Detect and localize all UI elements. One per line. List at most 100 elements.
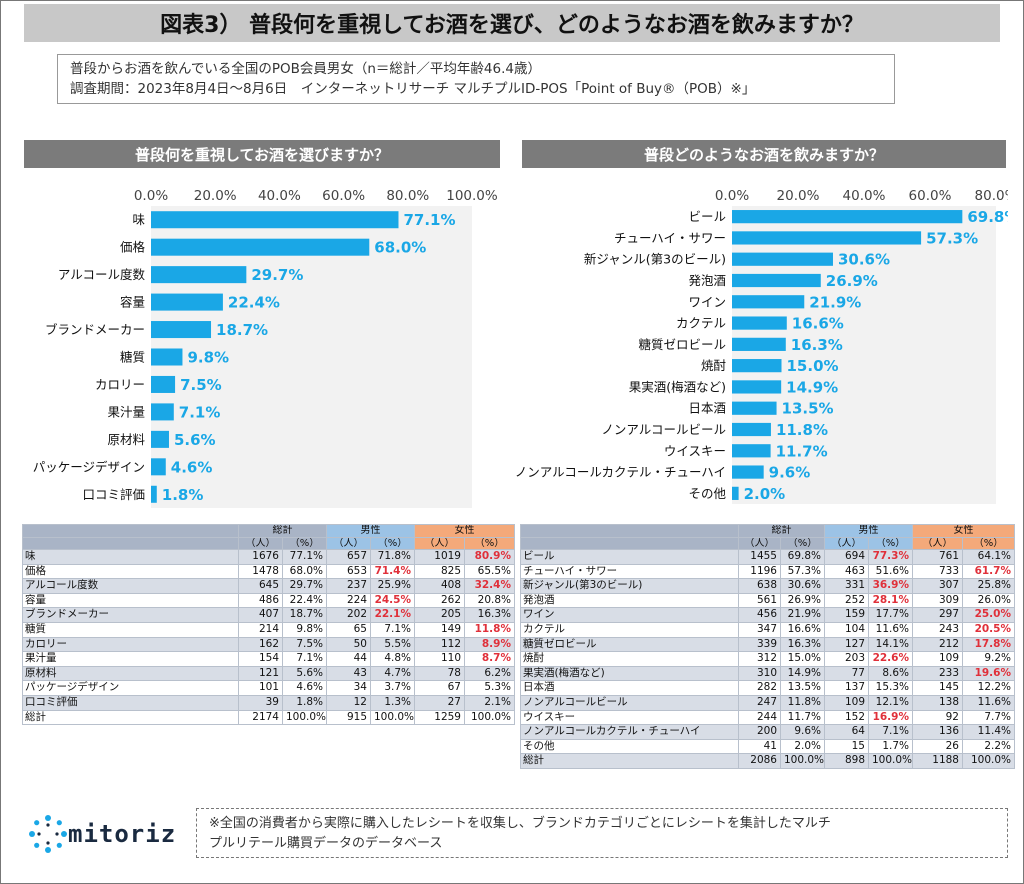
cell-f-n: 1259 bbox=[414, 709, 465, 726]
bar bbox=[151, 293, 223, 311]
cell-f-n: 297 bbox=[912, 607, 963, 623]
row-label: ノンアルコールビール bbox=[520, 694, 739, 711]
cell-f-p: 8.9% bbox=[464, 636, 515, 653]
cell-t-p: 9.6% bbox=[780, 724, 825, 740]
table-row: 糖質ゼロビール 339 16.3% 127 14.1% 212 17.8% bbox=[520, 636, 1015, 653]
cell-f-p: 100.0% bbox=[962, 753, 1015, 769]
table-row: その他 41 2.0% 15 1.7% 26 2.2% bbox=[520, 738, 1015, 755]
cell-f-n: 825 bbox=[414, 563, 465, 580]
cell-t-n: 247 bbox=[738, 694, 781, 711]
cell-t-p: 9.8% bbox=[282, 621, 327, 638]
data-label: 5.6% bbox=[174, 431, 216, 449]
cell-t-p: 69.8% bbox=[780, 549, 825, 565]
cell-m-p: 16.9% bbox=[868, 709, 913, 726]
table-row: 価格 1478 68.0% 653 71.4% 825 65.5% bbox=[22, 563, 515, 580]
cell-m-n: 109 bbox=[824, 694, 869, 711]
row-label: ビール bbox=[520, 549, 739, 565]
bar bbox=[151, 430, 169, 448]
cell-m-p: 11.6% bbox=[868, 621, 913, 638]
header-female: 女性 bbox=[912, 524, 1015, 538]
bar bbox=[151, 458, 166, 476]
cell-m-p: 17.7% bbox=[868, 607, 913, 623]
cell-m-n: 64 bbox=[824, 724, 869, 740]
cell-t-p: 4.6% bbox=[282, 680, 327, 696]
cell-f-p: 11.8% bbox=[464, 621, 515, 638]
header-blank bbox=[520, 524, 739, 538]
cell-m-p: 100.0% bbox=[868, 753, 913, 769]
cell-m-n: 237 bbox=[326, 578, 371, 594]
cell-f-p: 65.5% bbox=[464, 563, 515, 580]
cell-m-p: 4.7% bbox=[370, 665, 415, 682]
cell-t-n: 486 bbox=[238, 592, 283, 609]
cell-f-n: 243 bbox=[912, 621, 963, 638]
x-tick-label: 0.0% bbox=[715, 188, 749, 204]
category-label: 果実酒(梅酒など) bbox=[629, 379, 726, 394]
cell-f-n: 110 bbox=[414, 651, 465, 667]
subheader-percent: （%） bbox=[780, 537, 825, 550]
category-label: ノンアルコールビール bbox=[601, 422, 726, 437]
cell-m-p: 7.1% bbox=[868, 724, 913, 740]
cell-t-p: 68.0% bbox=[282, 563, 327, 580]
cell-t-n: 456 bbox=[738, 607, 781, 623]
cell-m-p: 15.3% bbox=[868, 680, 913, 696]
row-label: アルコール度数 bbox=[22, 578, 239, 594]
data-label: 14.9% bbox=[786, 378, 838, 396]
left-chart-title: 普段何を重視してお酒を選びますか？ bbox=[24, 140, 500, 168]
bar bbox=[151, 348, 183, 366]
subheader-percent: （%） bbox=[370, 537, 415, 550]
cell-m-p: 5.5% bbox=[370, 636, 415, 653]
cell-m-n: 104 bbox=[824, 621, 869, 638]
category-label: 糖質 bbox=[120, 350, 145, 365]
cell-t-p: 14.9% bbox=[780, 665, 825, 682]
logo-wordmark: mitoriz bbox=[68, 820, 177, 848]
cell-m-n: 224 bbox=[326, 592, 371, 609]
cell-t-n: 200 bbox=[738, 724, 781, 740]
row-label: ワイン bbox=[520, 607, 739, 623]
data-label: 21.9% bbox=[809, 293, 861, 311]
data-label: 30.6% bbox=[838, 251, 890, 269]
header-blank bbox=[520, 537, 739, 550]
cell-f-p: 25.8% bbox=[962, 578, 1015, 594]
row-label: 総計 bbox=[520, 753, 739, 769]
left-bar-chart: 0.0% 20.0% 40.0% 60.0% 80.0% 100.0% 味 77.1% 価格 68… bbox=[33, 188, 498, 508]
row-label: 糖質 bbox=[22, 621, 239, 638]
cell-f-p: 2.1% bbox=[464, 694, 515, 711]
data-label: 15.0% bbox=[787, 357, 839, 375]
cell-t-n: 645 bbox=[238, 578, 283, 594]
cell-m-n: 12 bbox=[326, 694, 371, 711]
cell-m-n: 77 bbox=[824, 665, 869, 682]
table-row: 日本酒 282 13.5% 137 15.3% 145 12.2% bbox=[520, 680, 1015, 696]
cell-f-n: 1188 bbox=[912, 753, 963, 769]
cell-f-p: 7.7% bbox=[962, 709, 1015, 726]
subheader-people: （人） bbox=[738, 537, 781, 550]
cell-m-n: 694 bbox=[824, 549, 869, 565]
table-row: 総計 2086 100.0% 898 100.0% 1188 100.0% bbox=[520, 753, 1015, 769]
cell-t-p: 7.1% bbox=[282, 651, 327, 667]
cell-f-n: 27 bbox=[414, 694, 465, 711]
cell-f-n: 307 bbox=[912, 578, 963, 594]
right-chart-title: 普段どのようなお酒を飲みますか？ bbox=[522, 140, 1006, 168]
category-label: 発泡酒 bbox=[688, 273, 726, 288]
bar bbox=[151, 266, 247, 284]
cell-m-n: 44 bbox=[326, 651, 371, 667]
cell-m-p: 28.1% bbox=[868, 592, 913, 609]
cell-t-p: 7.5% bbox=[282, 636, 327, 653]
cell-t-n: 121 bbox=[238, 665, 283, 682]
cell-t-p: 29.7% bbox=[282, 578, 327, 594]
category-label: 焼酎 bbox=[701, 358, 726, 373]
cell-m-n: 50 bbox=[326, 636, 371, 653]
row-label: 口コミ評価 bbox=[22, 694, 239, 711]
cell-t-n: 638 bbox=[738, 578, 781, 594]
header-blank bbox=[22, 537, 239, 550]
cell-t-n: 244 bbox=[738, 709, 781, 726]
cell-t-n: 154 bbox=[238, 651, 283, 667]
cell-f-p: 32.4% bbox=[464, 578, 515, 594]
table-row: チューハイ・サワー 1196 57.3% 463 51.6% 733 61.7% bbox=[520, 563, 1015, 580]
category-label: ビール bbox=[688, 209, 726, 224]
cell-f-n: 761 bbox=[912, 549, 963, 565]
cell-f-p: 25.0% bbox=[962, 607, 1015, 623]
cell-f-p: 16.3% bbox=[464, 607, 515, 623]
table-row: アルコール度数 645 29.7% 237 25.9% 408 32.4% bbox=[22, 578, 515, 594]
cell-f-p: 6.2% bbox=[464, 665, 515, 682]
subheader-people: （人） bbox=[414, 537, 465, 550]
